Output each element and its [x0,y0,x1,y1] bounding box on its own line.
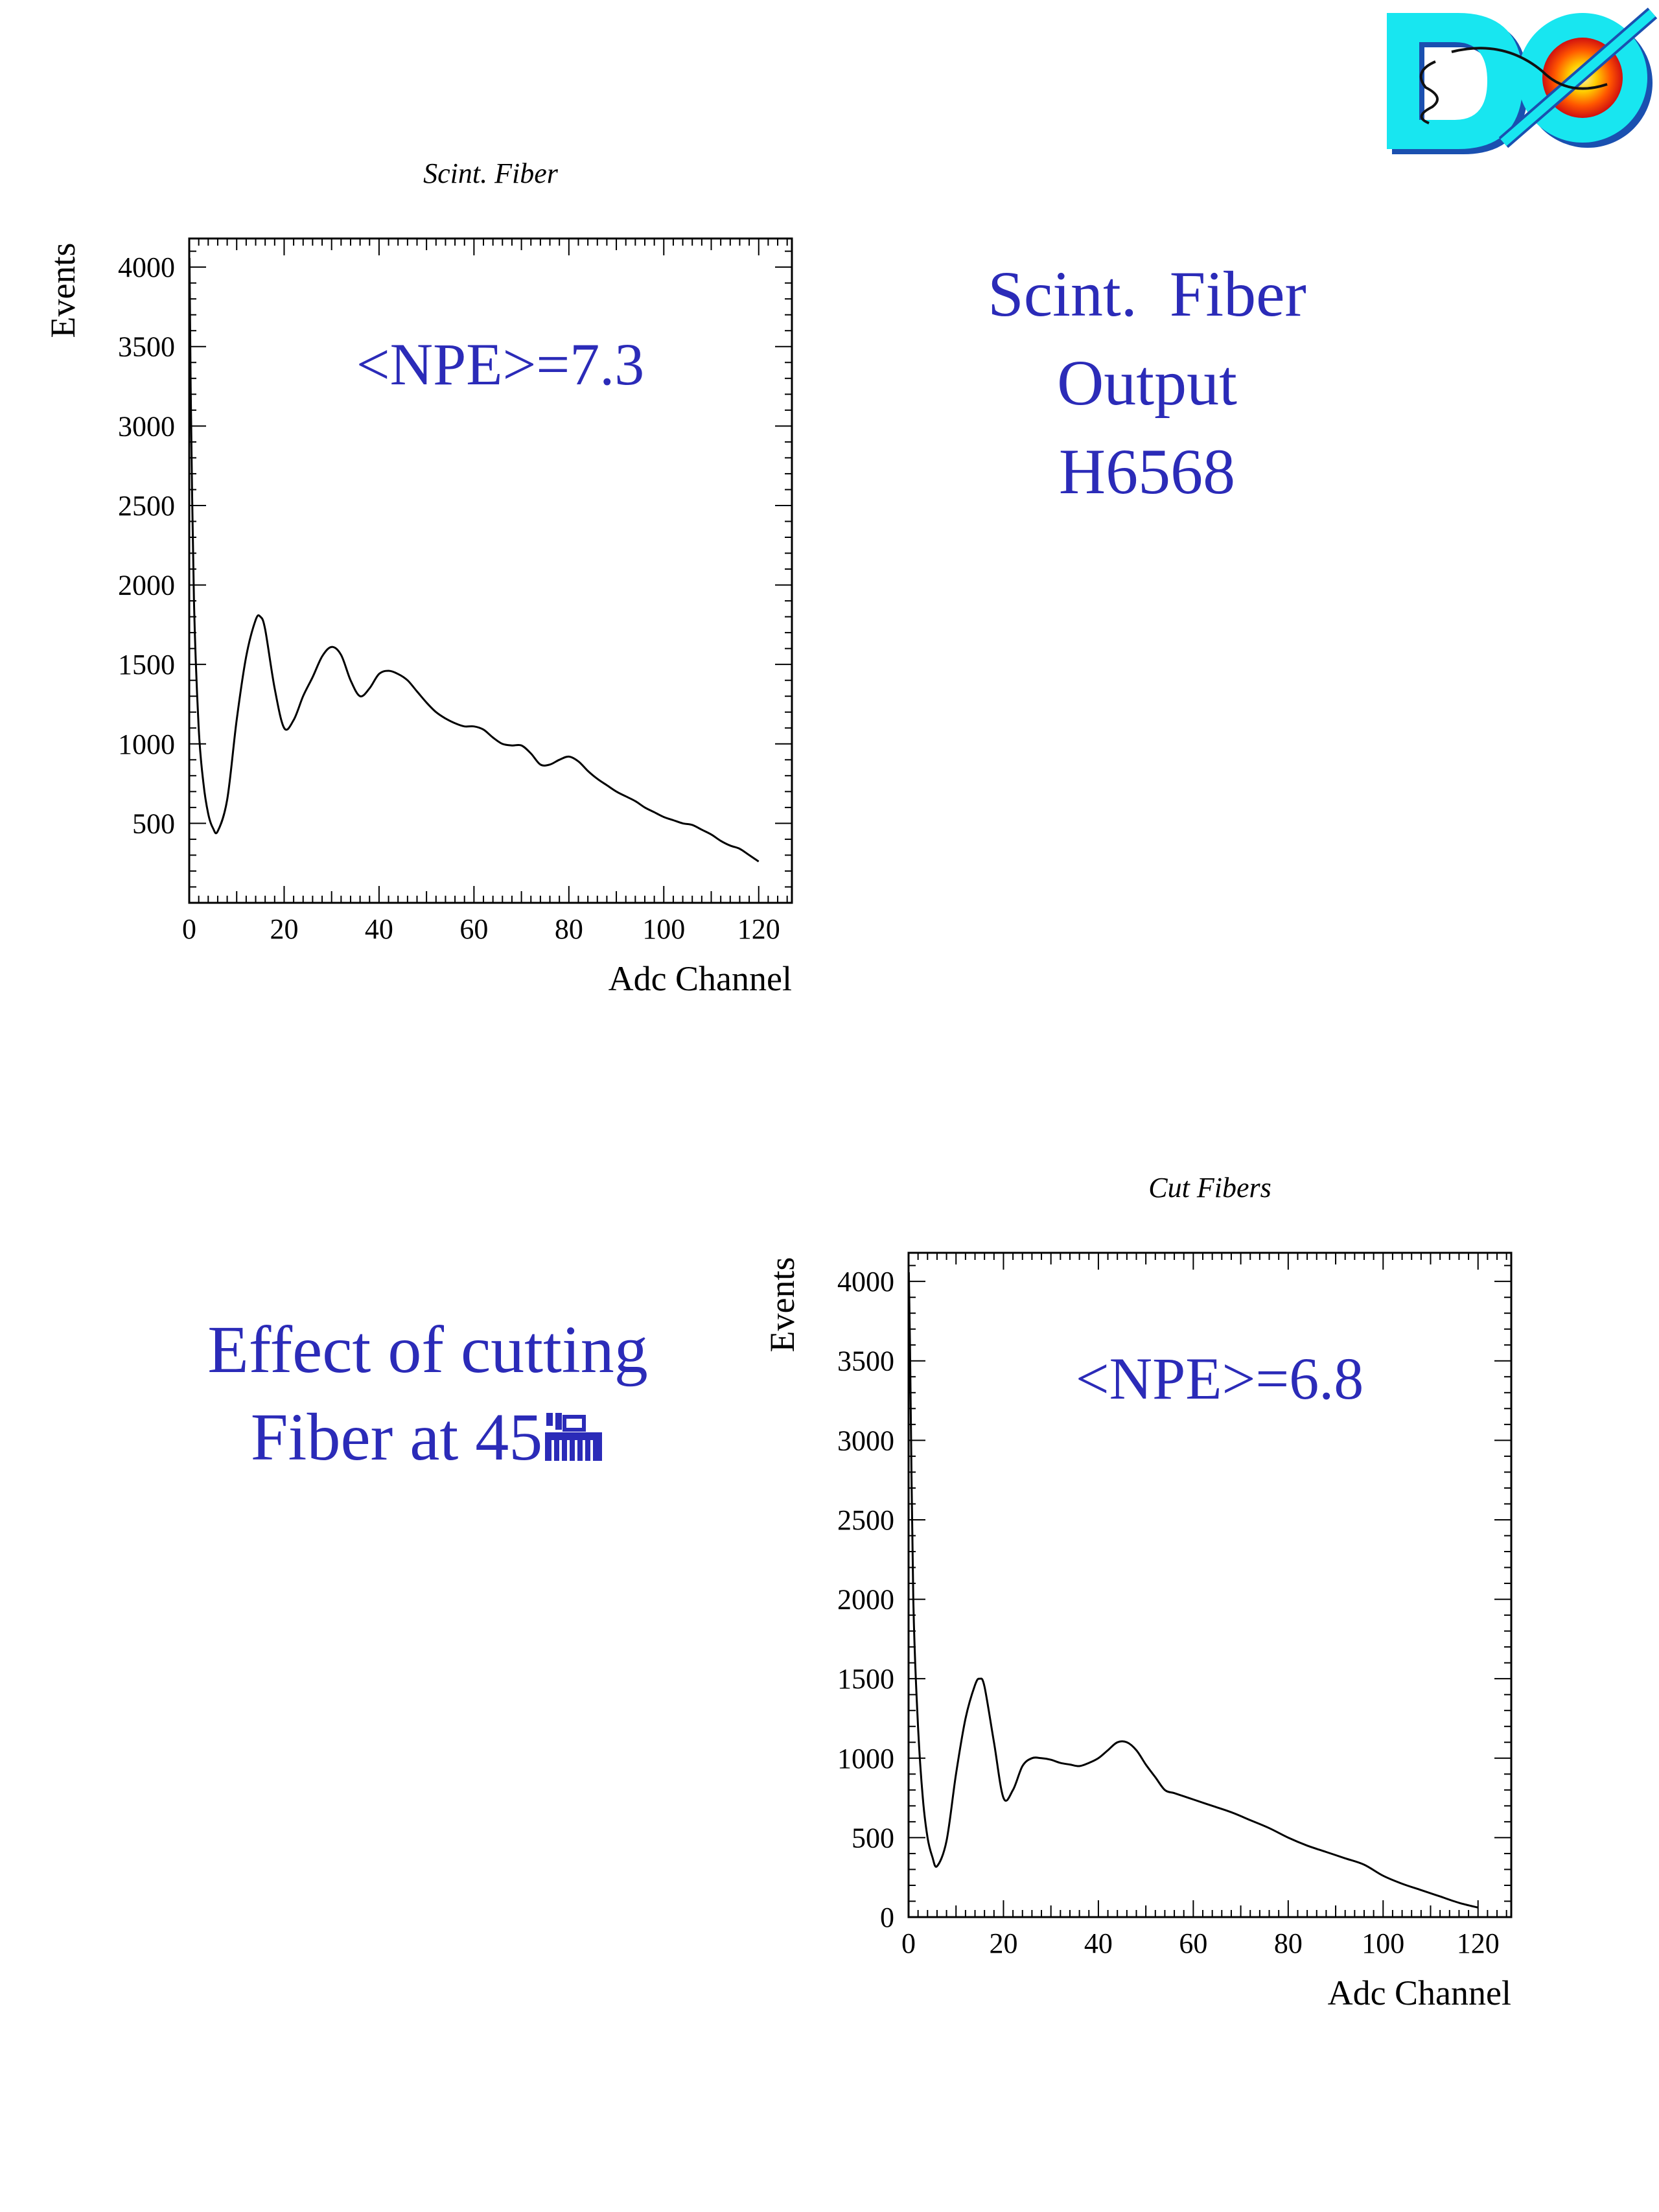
y-tick-label: 3500 [118,331,175,363]
right-caption-line-3: H6568 [1058,436,1236,507]
x-tick-label: 40 [365,913,393,945]
y-tick-label: 1000 [118,728,175,760]
series-line [188,257,760,863]
x-tick-label: 0 [901,1927,916,1959]
y-tick-label: 3000 [118,410,175,442]
x-tick-label: 20 [989,1927,1017,1959]
y-tick-label: 4000 [837,1266,894,1298]
y-axis-label: Events [43,243,82,338]
chart-title: Scint. Fiber [423,157,559,189]
x-tick-label: 0 [182,913,196,945]
plot-frame [907,1252,1513,1918]
left-caption-line-2-text: Fiber at 45 [250,1400,543,1474]
x-tick-label: 80 [1274,1927,1303,1959]
right-caption-line-1: Scint. Fiber [988,258,1306,330]
tick-marks [189,239,792,903]
right-caption: Scint. Fiber Output H6568 [907,250,1387,516]
plot-frame [188,237,793,904]
right-caption-line-2: Output [1057,347,1237,419]
y-tick-label: 500 [132,808,175,839]
y-tick-label: 3500 [837,1345,894,1377]
scint-fiber-chart: Scint. Fiber 0 20 40 60 80 100 120 500 1000 1500 20… [43,157,793,998]
y-tick-label: 500 [852,1822,894,1854]
y-tick-label: 1500 [837,1663,894,1695]
chart-title: Cut Fibers [1148,1172,1271,1204]
x-tick-label: 80 [555,913,583,945]
left-caption: Effect of cutting Fiber at 45 [162,1306,693,1481]
left-caption-line-2: Fiber at 45 [162,1393,693,1481]
x-tick-label: 20 [270,913,298,945]
x-tick-label: 120 [1457,1927,1500,1959]
y-tick-label: 2000 [118,570,175,601]
npe-annotation: <NPE>=6.8 [1076,1345,1363,1412]
left-caption-line-1: Effect of cutting [207,1312,648,1387]
npe-annotation: <NPE>=7.3 [356,331,644,397]
x-axis-label: Adc Channel [1328,1973,1511,2012]
x-tick-label: 60 [1179,1927,1207,1959]
y-tick-label: 1000 [837,1743,894,1775]
x-tick-label: 120 [737,913,780,945]
cut-fibers-chart: Cut Fibers 0 20 40 60 80 100 120 0 500 1000 1500 200… [763,1172,1513,2012]
x-tick-label: 40 [1084,1927,1113,1959]
y-tick-label: 2500 [118,490,175,522]
y-axis-label: Events [763,1257,802,1353]
y-tick-label: 0 [880,1902,894,1933]
d0-logo [1387,7,1658,154]
y-tick-label: 3000 [837,1425,894,1456]
x-tick-label: 60 [459,913,488,945]
y-tick-label: 4000 [118,251,175,283]
x-tick-label: 100 [1362,1927,1404,1959]
y-tick-label: 2000 [837,1584,894,1616]
x-axis-label: Adc Channel [609,959,792,998]
y-tick-label: 1500 [118,649,175,681]
y-tick-label: 2500 [837,1504,894,1536]
series-line [907,1272,1479,1909]
degree-glyph-icon [545,1413,603,1461]
x-tick-label: 100 [642,913,685,945]
